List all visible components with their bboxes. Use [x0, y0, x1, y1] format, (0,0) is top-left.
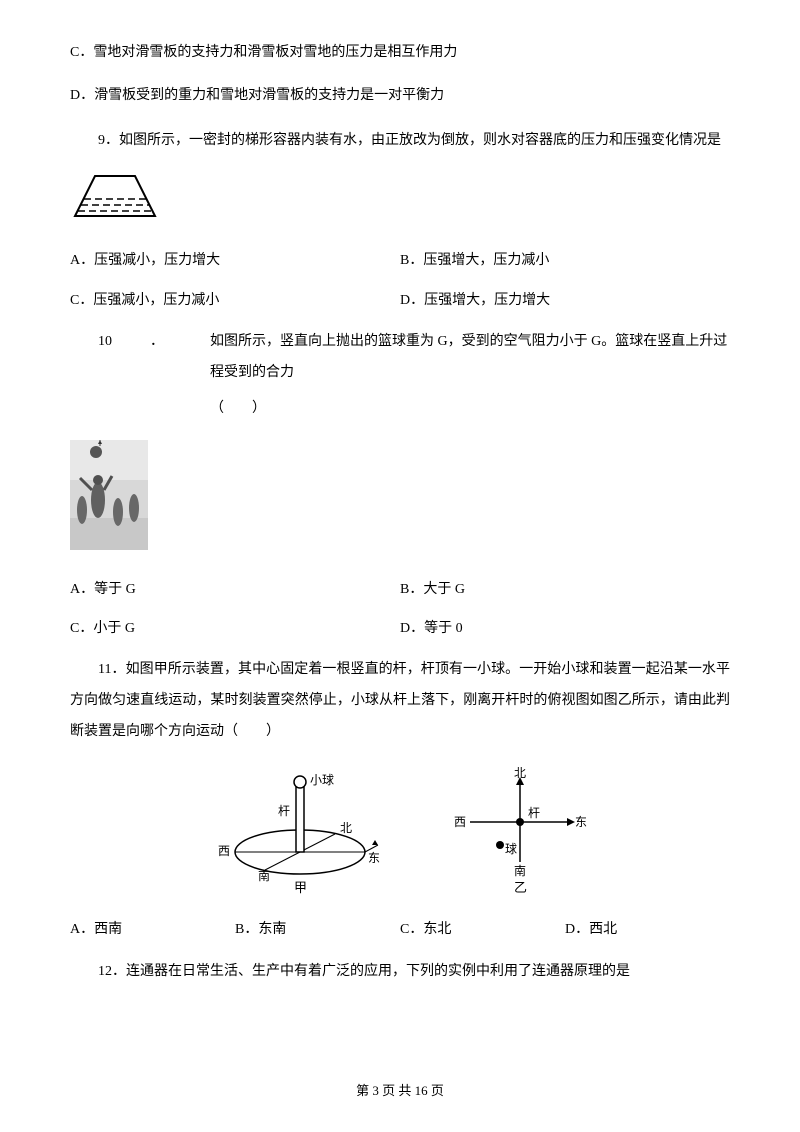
label-rod-yi: 杆 [528, 806, 540, 820]
q10-paren: （ ） [210, 396, 730, 421]
label-south-jia: 南 [258, 868, 270, 883]
q10-row: 10 ． 如图所示，竖直向上抛出的篮球重为 G，受到的空气阻力小于 G。篮球在竖… [70, 327, 730, 389]
label-rod: 杆 [278, 804, 290, 818]
q11-option-c: C．东北 [400, 917, 565, 942]
q11-diagrams: 小球 杆 北 东 南 西 甲 北 东 南 西 杆 球 乙 [70, 767, 730, 897]
q10-option-a: A．等于 G [70, 577, 400, 602]
label-west-jia: 西 [218, 844, 230, 858]
q10-dot: ． [150, 327, 210, 389]
q9-text: 9．如图所示，一密封的梯形容器内装有水，由正放改为倒放，则水对容器底的压力和压强… [70, 126, 730, 157]
q9-option-b: B．压强增大，压力减小 [400, 248, 730, 273]
diagram-yi: 北 东 南 西 杆 球 乙 [450, 767, 590, 897]
label-ball: 小球 [310, 773, 334, 787]
q12-text: 12．连通器在日常生活、生产中有着广泛的应用，下列的实例中利用了连通器原理的是 [70, 957, 730, 988]
label-qiu: 球 [505, 842, 517, 856]
label-jia: 甲 [294, 880, 307, 895]
q9-option-a: A．压强减小，压力增大 [70, 248, 400, 273]
q11-option-b: B．东南 [235, 917, 400, 942]
q8-option-d: D．滑雪板受到的重力和雪地对滑雪板的支持力是一对平衡力 [70, 83, 730, 108]
q9-option-d: D．压强增大，压力增大 [400, 288, 730, 313]
label-east-jia: 东 [368, 851, 380, 865]
basketball-figure [70, 440, 730, 559]
q8-option-c: C．雪地对滑雪板的支持力和滑雪板对雪地的压力是相互作用力 [70, 40, 730, 65]
label-south-yi: 南 [514, 863, 526, 878]
q11-option-d: D．西北 [565, 917, 730, 942]
label-east-yi: 东 [575, 815, 587, 829]
q11-options: A．西南 B．东南 C．东北 D．西北 [70, 917, 730, 942]
q10-option-b: B．大于 G [400, 577, 730, 602]
page-footer: 第 3 页 共 16 页 [0, 1079, 800, 1102]
label-west-yi: 西 [454, 815, 466, 829]
q10-option-d: D．等于 0 [400, 616, 730, 641]
q10-options-row2: C．小于 G D．等于 0 [70, 616, 730, 641]
q11-text: 11．如图甲所示装置，其中心固定着一根竖直的杆，杆顶有一小球。一开始小球和装置一… [70, 655, 730, 747]
q10-number: 10 [70, 327, 150, 389]
q9-options-row2: C．压强减小，压力减小 D．压强增大，压力增大 [70, 288, 730, 313]
diagram-jia: 小球 杆 北 东 南 西 甲 [210, 767, 390, 897]
q10-text: 如图所示，竖直向上抛出的篮球重为 G，受到的空气阻力小于 G。篮球在竖直上升过程… [210, 327, 730, 389]
label-north-jia: 北 [340, 821, 352, 835]
q9-options-row1: A．压强减小，压力增大 B．压强增大，压力减小 [70, 248, 730, 273]
q10-options-row1: A．等于 G B．大于 G [70, 577, 730, 602]
label-yi: 乙 [514, 880, 527, 895]
trapezoid-figure [70, 171, 730, 230]
q10-option-c: C．小于 G [70, 616, 400, 641]
q9-option-c: C．压强减小，压力减小 [70, 288, 400, 313]
label-north-yi: 北 [514, 767, 526, 780]
q11-option-a: A．西南 [70, 917, 235, 942]
